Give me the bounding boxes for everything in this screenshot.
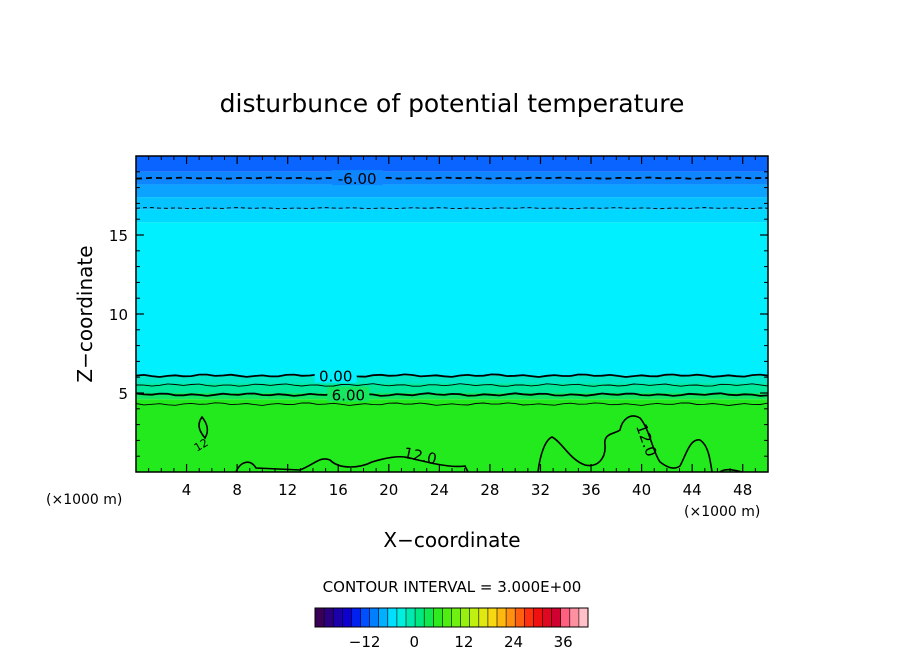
colorbar-tick-label: 12 (454, 633, 473, 651)
colorbar-swatch (515, 608, 525, 627)
contour-line-2 (135, 373, 769, 378)
contour-label-4: 6.00 (332, 387, 365, 405)
colorbar-swatch (342, 608, 352, 627)
colorbar-swatch (460, 608, 470, 627)
colorbar-swatch (524, 608, 534, 627)
colorbar-swatch (533, 608, 543, 627)
contour-line-4 (135, 392, 769, 397)
colorbar-swatch (578, 608, 589, 627)
field-layers (136, 156, 768, 472)
colorbar: −12 0 12 24 36 (314, 607, 589, 651)
x-axis-ticks: 4 8 12 16 20 24 28 32 36 40 44 48 (148, 156, 756, 499)
contour-line-3 (135, 383, 769, 387)
contour-lines (135, 176, 769, 473)
contour-line-0 (135, 176, 769, 180)
colorbar-swatch (478, 608, 489, 627)
colorbar-swatch (369, 608, 379, 627)
field-layer-1 (136, 171, 768, 185)
colorbar-swatch (387, 608, 398, 627)
x-tick-label: 36 (581, 481, 600, 499)
chart-title: disturbunce of potential temperature (220, 89, 685, 118)
field-layer-3 (136, 197, 768, 210)
colorbar-swatch (451, 608, 461, 627)
colorbar-swatch (406, 608, 416, 627)
colorbar-swatch (396, 608, 407, 627)
field-layer-6 (136, 375, 768, 384)
x-tick-label: 24 (430, 481, 449, 499)
colorbar-tick-label: 36 (554, 633, 573, 651)
field-layer-0 (136, 156, 768, 172)
y-axis-ticks: 5 10 15 (109, 171, 768, 457)
colorbar-swatch (560, 608, 571, 627)
colorbar-swatch (442, 608, 452, 627)
colorbar-swatch (415, 608, 425, 627)
contour-12-segment-1 (235, 455, 469, 473)
contour-line-1 (135, 207, 769, 210)
colorbar-swatch (315, 608, 325, 627)
x-tick-label: 16 (329, 481, 348, 499)
field-layer-8 (136, 393, 768, 400)
colorbar-tick-label: 24 (504, 633, 523, 651)
colorbar-swatch (351, 608, 361, 627)
contour-label-2: 0.00 (319, 368, 352, 386)
field-layer-5 (136, 222, 768, 376)
colorbar-swatch (569, 608, 580, 627)
y-tick-label: 15 (109, 227, 128, 245)
y-tick-label: 10 (109, 306, 128, 324)
contour-label-bg-4 (327, 386, 370, 402)
colorbar-swatch (424, 608, 434, 627)
colorbar-swatch (360, 608, 370, 627)
x-tick-label: 44 (683, 481, 702, 499)
y-axis-label: Z−coordinate (73, 245, 97, 382)
contour-12-segment-2 (537, 415, 713, 473)
x-tick-label: 4 (182, 481, 192, 499)
contour-12-label-2: 12 (192, 436, 211, 454)
field-layer-4 (136, 209, 768, 223)
contour-label-bg-2 (314, 367, 357, 383)
x-unit-label-left: (×1000 m) (46, 492, 122, 508)
colorbar-swatch (506, 608, 516, 627)
colorbar-tick-label: −12 (349, 633, 381, 651)
field-layer-9 (136, 399, 768, 472)
x-tick-label: 20 (379, 481, 398, 499)
colorbar-title: CONTOUR INTERVAL = 3.000E+00 (323, 578, 582, 596)
colorbar-swatch (378, 608, 389, 627)
colorbar-frame (314, 607, 589, 628)
colorbar-swatch (551, 608, 561, 627)
x-tick-label: 32 (531, 481, 550, 499)
colorbar-swatch (433, 608, 443, 627)
contour-label-bg-0 (331, 170, 383, 186)
x-tick-label: 12 (278, 481, 297, 499)
x-unit-label-right: (×1000 m) (684, 504, 760, 520)
x-tick-label: 40 (632, 481, 651, 499)
y-tick-label: 5 (118, 385, 128, 403)
contour-line-5 (135, 402, 769, 406)
contour-12-segment-0 (198, 415, 209, 440)
x-tick-label: 48 (733, 481, 752, 499)
colorbar-swatch (542, 608, 552, 627)
colorbar-tick-label: 0 (409, 633, 419, 651)
colorbar-swatch (497, 608, 507, 627)
colorbar-swatch (324, 608, 334, 627)
colorbar-swatch (487, 608, 498, 627)
colorbar-swatch (469, 608, 480, 627)
field-layer-2 (136, 184, 768, 198)
x-tick-label: 28 (480, 481, 499, 499)
x-tick-label: 8 (232, 481, 242, 499)
field-layer-7 (136, 383, 768, 393)
colorbar-swatch (333, 608, 343, 627)
contour-label-0: -6.00 (338, 170, 377, 188)
x-axis-label: X−coordinate (383, 528, 520, 552)
